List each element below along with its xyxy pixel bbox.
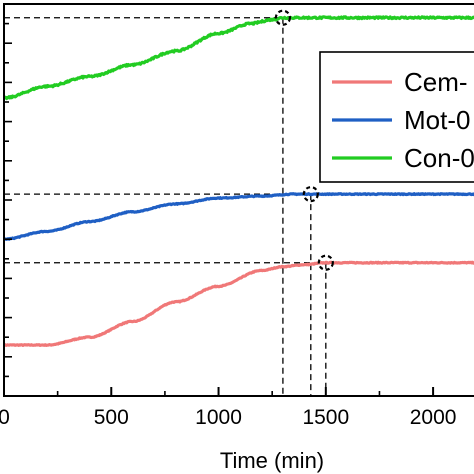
x-tick-label: 0: [0, 406, 10, 429]
legend-label-1: Cem-: [404, 67, 468, 97]
legend-box: [319, 51, 474, 183]
x-axis-title: Time (min): [220, 448, 324, 473]
guide-lines: [4, 17, 327, 396]
marker-circle-1: [274, 9, 292, 26]
axis-ticks: [3, 22, 435, 396]
legend-label-2: Mot-0: [404, 105, 470, 135]
x-tick-labels: 0 500 1000 1500 2000: [0, 406, 456, 429]
series-line-3: [3, 15, 474, 101]
x-tick-label: 2000: [410, 406, 457, 429]
marker-circle-3: [317, 254, 334, 271]
marker-circle-2: [302, 186, 319, 203]
x-tick-label: 1500: [302, 406, 349, 429]
x-tick-label: 1000: [195, 406, 242, 429]
x-tick-label: 500: [94, 406, 129, 429]
series-line-2: [3, 192, 474, 241]
crossover-markers: [274, 9, 334, 271]
series-lines: [2, 15, 474, 347]
legend: Cem- Mot-0 Con-0: [319, 51, 474, 183]
legend-label-3: Con-0: [404, 143, 474, 173]
series-line-1: [2, 260, 474, 347]
